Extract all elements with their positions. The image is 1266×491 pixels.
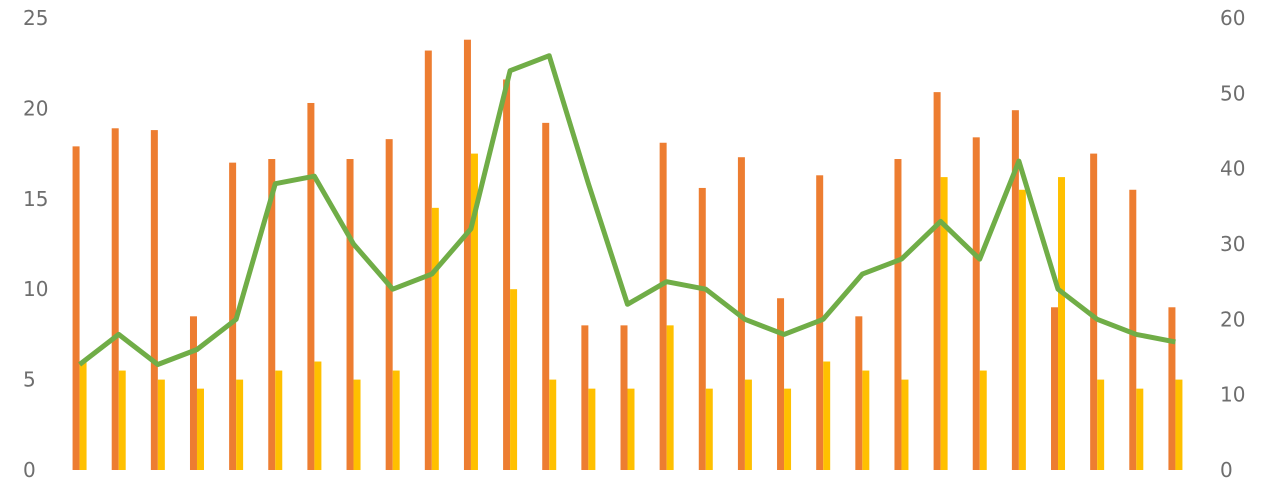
- bar-a: [503, 79, 511, 471]
- bar-b: [940, 177, 948, 470]
- bar-a: [1168, 307, 1176, 470]
- bar-a: [72, 146, 80, 471]
- bar-a: [463, 39, 471, 471]
- bar-b: [901, 379, 909, 470]
- bar-a: [542, 122, 550, 470]
- bar-a: [268, 159, 276, 471]
- bar-b: [196, 388, 204, 470]
- bar-b: [549, 379, 557, 470]
- bar-b: [314, 361, 322, 470]
- bar-a: [1090, 153, 1098, 470]
- bar-b: [588, 388, 596, 470]
- bar-a: [1011, 110, 1019, 470]
- y-right-tick-label: 10: [1220, 383, 1245, 407]
- bar-a: [189, 316, 197, 470]
- bar-a: [1129, 189, 1137, 470]
- bar-b: [979, 370, 987, 470]
- bar-b: [431, 207, 439, 470]
- bar-b: [823, 361, 831, 470]
- bar-b: [392, 370, 400, 470]
- y-right-tick-label: 30: [1220, 232, 1245, 256]
- y-left-tick-label: 5: [23, 368, 36, 392]
- bar-a: [581, 325, 589, 470]
- bar-a: [307, 102, 315, 470]
- bar-b: [1175, 379, 1183, 470]
- bar-b: [275, 370, 283, 470]
- bar-a: [894, 159, 902, 471]
- bar-a: [777, 298, 785, 470]
- bar-b: [627, 388, 635, 470]
- bar-a: [150, 130, 158, 470]
- bar-b: [744, 379, 752, 470]
- y-right-tick-label: 60: [1220, 6, 1245, 30]
- bar-b: [118, 370, 126, 470]
- bar-a: [111, 128, 119, 470]
- bar-a: [972, 137, 980, 470]
- bar-b: [705, 388, 713, 470]
- bar-b: [862, 370, 870, 470]
- bar-a: [659, 142, 667, 470]
- bar-a: [620, 325, 628, 470]
- y-left-tick-label: 10: [23, 277, 48, 301]
- bar-a: [855, 316, 863, 470]
- bar-a: [424, 50, 432, 470]
- y-left-tick-label: 0: [23, 458, 36, 482]
- bar-b: [353, 379, 361, 470]
- y-right-tick-label: 50: [1220, 81, 1245, 105]
- bar-b: [666, 325, 674, 470]
- y-right-tick-label: 40: [1220, 157, 1245, 181]
- y-right-tick-label: 0: [1220, 458, 1233, 482]
- bar-b: [157, 379, 165, 470]
- bar-b: [784, 388, 792, 470]
- bar-b: [1058, 177, 1066, 470]
- bar-b: [1136, 388, 1144, 470]
- y-left-tick-label: 20: [23, 96, 48, 120]
- bar-b: [79, 361, 87, 470]
- bar-b: [1097, 379, 1105, 470]
- bar-a: [229, 162, 237, 470]
- line-series: [78, 53, 1176, 367]
- y-left-tick-label: 25: [23, 6, 48, 30]
- y-right-tick-label: 20: [1220, 307, 1245, 331]
- bar-b: [470, 153, 478, 470]
- bar-a: [698, 187, 706, 470]
- bar-a: [385, 139, 393, 471]
- bar-b: [1018, 189, 1026, 470]
- bar-a: [346, 159, 354, 471]
- bar-b: [236, 379, 244, 470]
- bar-a: [1051, 307, 1059, 470]
- bar-a: [933, 92, 941, 471]
- y-left-tick-label: 15: [23, 187, 48, 211]
- bar-b: [510, 289, 518, 470]
